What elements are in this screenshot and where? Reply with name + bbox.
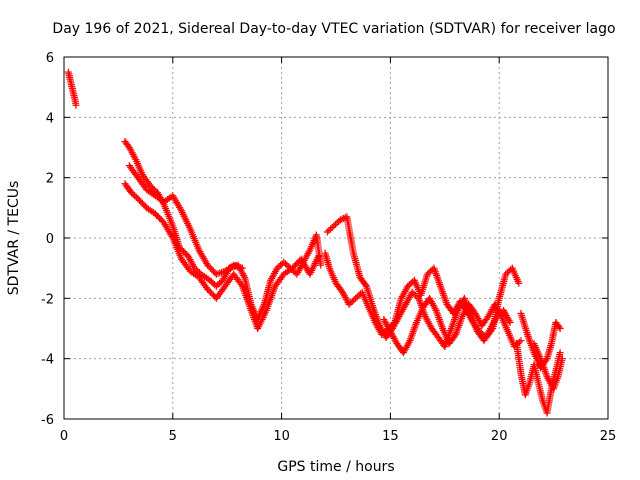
- track-3-point-7: [129, 190, 137, 198]
- track-6-point-3: [328, 223, 336, 231]
- track-3-point-8: [131, 192, 139, 200]
- track-7-point-26: [405, 338, 413, 346]
- series-track-1: [64, 68, 80, 109]
- track-7-point-152: [517, 337, 525, 345]
- track-1-point-18: [72, 101, 80, 109]
- y-tick-label: 4: [46, 111, 54, 126]
- axis-ticks: 0 5 10 15 20 25 -6 -4 -2 0 2 4 6: [41, 51, 616, 444]
- track-5-point-111: [423, 270, 431, 278]
- track-2-point-27: [149, 184, 157, 192]
- series-track-3: [121, 180, 323, 332]
- track-5-point-113: [427, 267, 435, 275]
- x-tick-label: 25: [600, 429, 617, 444]
- track-2-point-81: [206, 276, 214, 284]
- track-2-point-159: [275, 263, 283, 271]
- track-10-point-40: [558, 355, 566, 363]
- track-6-point-8: [336, 216, 344, 224]
- track-2-point-26: [147, 183, 155, 191]
- series-track-2: [121, 137, 325, 323]
- track-2-point-10: [131, 154, 139, 162]
- track-2-point-83: [209, 279, 217, 287]
- track-6-point-104: [408, 288, 416, 296]
- track-6-point-0: [323, 228, 331, 236]
- track-6-point-4: [330, 222, 338, 230]
- x-tick-label: 0: [60, 429, 68, 444]
- track-9-point-58: [556, 325, 564, 332]
- track-5-point-88: [404, 282, 412, 290]
- y-tick-label: 0: [46, 232, 54, 247]
- track-5-point-207: [505, 267, 513, 275]
- track-3-point-176: [315, 252, 323, 260]
- track-6-point-212: [505, 317, 513, 325]
- track-2-point-72: [191, 264, 199, 272]
- track-5-point-90: [407, 279, 415, 287]
- track-2-point-28: [150, 186, 158, 194]
- series-track-4: [125, 162, 246, 278]
- track-2-point-85: [212, 282, 220, 290]
- track-5-point-29: [345, 300, 353, 308]
- track-2-point-158: [273, 264, 281, 272]
- track-2-point-163: [281, 260, 289, 268]
- chart-title: Day 196 of 2021, Sidereal Day-to-day VTE…: [52, 21, 615, 37]
- track-6-point-1: [325, 226, 333, 234]
- track-7-point-57: [431, 305, 439, 313]
- track-3-point-92: [237, 281, 245, 289]
- track-6-point-5: [331, 220, 339, 228]
- track-3-point-9: [132, 193, 140, 201]
- track-5-point-32: [350, 296, 358, 304]
- track-3-point-6: [127, 189, 135, 197]
- track-6-point-48: [361, 281, 369, 289]
- grid: [64, 57, 608, 419]
- y-axis-label: SDTVAR / TECUs: [6, 181, 22, 296]
- x-tick-label: 20: [491, 429, 508, 444]
- track-3-point-35: [168, 232, 176, 240]
- track-7-point-131: [496, 311, 504, 319]
- track-5-point-205: [502, 270, 510, 278]
- track-2-point-107: [240, 271, 248, 279]
- y-tick-label: 2: [46, 172, 54, 187]
- series-track-10: [530, 340, 566, 393]
- y-tick-label: 6: [46, 51, 54, 66]
- x-tick-label: 10: [273, 429, 290, 444]
- y-tick-label: -2: [41, 292, 54, 307]
- track-5-point-112: [425, 269, 433, 277]
- track-6-point-106: [411, 291, 419, 299]
- track-2-point-162: [280, 258, 288, 266]
- y-tick-label: -6: [41, 413, 54, 428]
- y-tick-label: -4: [41, 353, 54, 368]
- track-2-point-87: [216, 279, 224, 287]
- data-marks: [64, 68, 566, 417]
- track-6-point-213: [506, 318, 514, 326]
- track-8-point-95: [556, 349, 564, 357]
- track-4-point-89: [238, 264, 246, 272]
- x-tick-label: 15: [382, 429, 399, 444]
- track-2-point-86: [214, 281, 222, 289]
- track-2-point-74: [194, 267, 202, 275]
- track-2-point-207: [317, 261, 325, 269]
- track-2-point-82: [207, 278, 215, 286]
- x-tick-label: 5: [169, 429, 177, 444]
- track-5-point-206: [503, 269, 511, 277]
- track-5-point-34: [353, 293, 361, 301]
- track-2-point-183: [305, 248, 313, 256]
- track-6-point-6: [333, 219, 341, 227]
- track-2-point-73: [192, 266, 200, 274]
- track-5-point-33: [352, 294, 360, 302]
- track-9-point-57: [555, 323, 563, 331]
- track-6-point-2: [327, 225, 335, 233]
- track-5-point-31: [348, 297, 356, 305]
- track-5-point-35: [355, 291, 363, 299]
- plot-frame: [63, 56, 609, 420]
- track-2-point-160: [277, 261, 285, 269]
- x-axis-label: GPS time / hours: [277, 459, 394, 475]
- track-5-point-217: [515, 279, 523, 287]
- series-track-6: [323, 213, 514, 351]
- track-2-point-164: [283, 261, 291, 269]
- track-5-point-30: [347, 299, 355, 307]
- track-5-point-89: [405, 281, 413, 289]
- track-6-point-105: [410, 290, 418, 298]
